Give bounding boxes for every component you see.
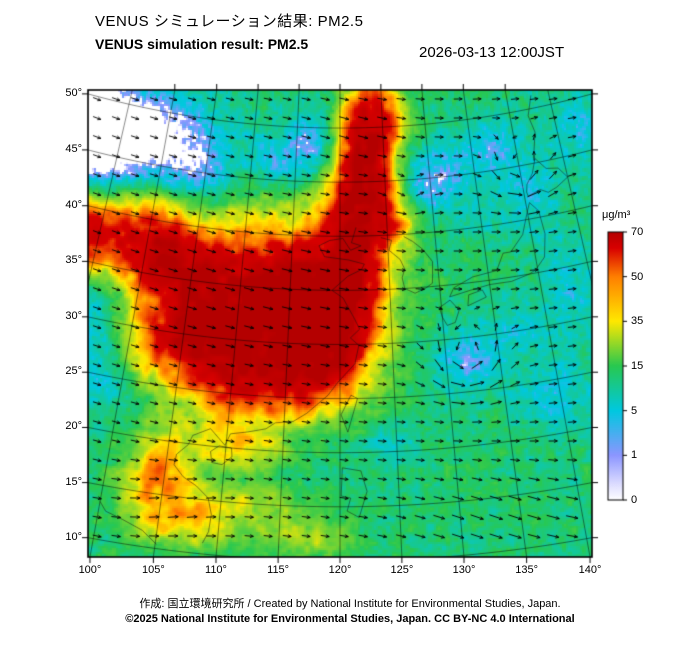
lon-tick-label: 140° <box>578 564 602 576</box>
lon-tick-label: 105° <box>141 564 165 576</box>
lat-tick-label: 45° <box>65 142 82 155</box>
colorbar-tick-label: 5 <box>631 404 638 417</box>
lat-tick-label: 30° <box>65 309 82 322</box>
colorbar-tick-label: 15 <box>631 360 644 372</box>
title-english: VENUS simulation result: PM2.5 <box>95 36 309 52</box>
colorbar-tick-label: 0 <box>631 494 638 506</box>
colorbar-tick-label: 1 <box>631 449 638 462</box>
lat-tick-label: 40° <box>65 198 82 211</box>
title-japanese: VENUS シミュレーション結果: PM2.5 <box>95 13 364 30</box>
colorbar-unit-label: μg/m³ <box>602 209 631 221</box>
lon-tick-label: 120° <box>328 564 352 576</box>
lat-tick-label: 10° <box>65 530 82 543</box>
lon-tick-label: 110° <box>205 564 227 576</box>
lon-tick-label: 100° <box>78 564 102 576</box>
colorbar-tick-label: 35 <box>631 315 644 328</box>
timestamp-label: 2026-03-13 12:00JST <box>419 44 565 61</box>
lon-tick-label: 125° <box>390 564 414 576</box>
lat-tick-label: 25° <box>65 365 82 378</box>
lon-tick-label: 135° <box>515 564 538 576</box>
lat-tick-label: 35° <box>65 254 82 267</box>
credit-line: 作成: 国立環境研究所 / Created by National Instit… <box>139 598 561 610</box>
lat-tick-label: 50° <box>65 86 82 99</box>
colorbar-tick-label: 50 <box>631 270 644 283</box>
colorbar-tick-label: 70 <box>631 226 644 238</box>
lon-tick-label: 130° <box>452 564 476 576</box>
lat-tick-label: 15° <box>65 475 82 488</box>
lon-tick-label: 115° <box>267 564 290 576</box>
lat-tick-label: 20° <box>65 420 82 433</box>
license-line: ©2025 National Institute for Environment… <box>125 613 575 625</box>
